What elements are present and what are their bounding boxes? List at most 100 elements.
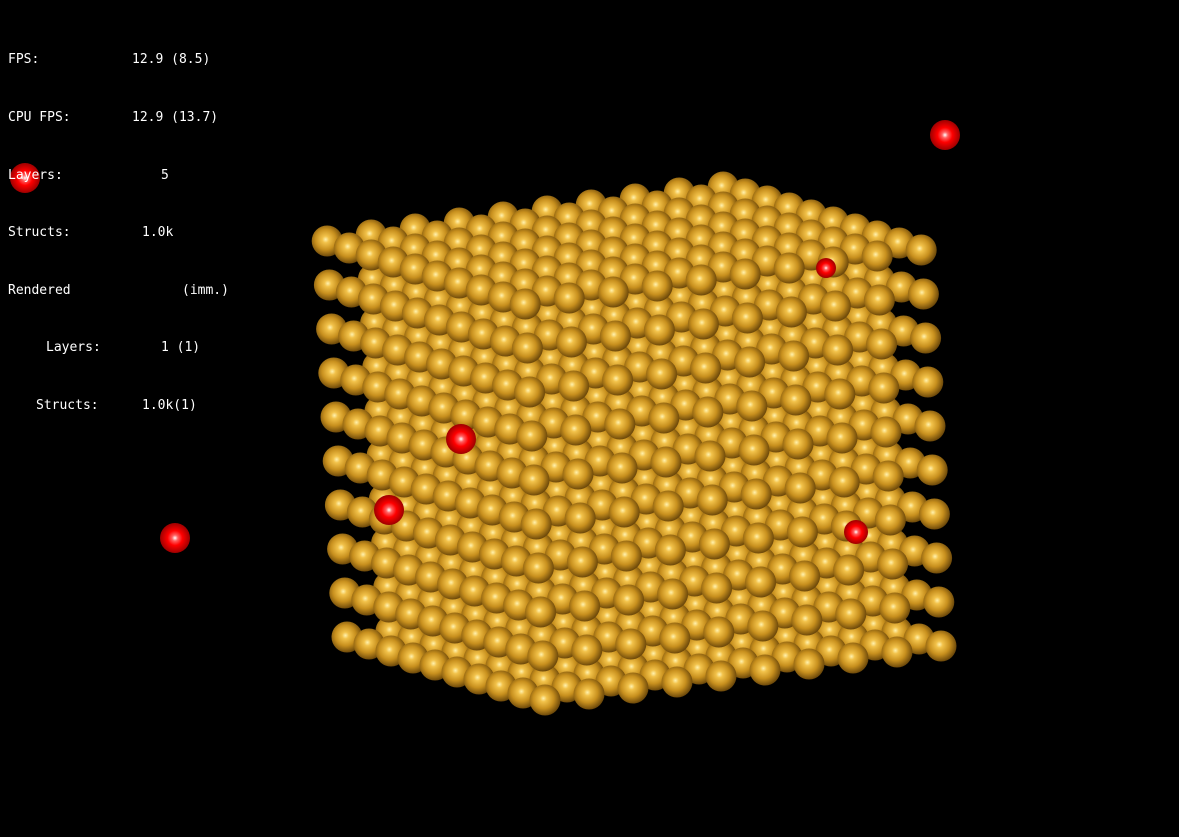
stat-value: 1.0k xyxy=(142,225,174,241)
gold-atom xyxy=(571,634,603,666)
gold-atom xyxy=(731,302,763,334)
stat-value: 5 xyxy=(161,167,169,183)
red-atom-group xyxy=(10,120,960,553)
gold-atom xyxy=(650,446,682,478)
gold-atom xyxy=(780,384,812,416)
gold-atom xyxy=(560,414,592,446)
gold-atom xyxy=(514,376,546,408)
red-atom xyxy=(160,523,190,553)
gold-atom xyxy=(566,546,598,578)
gold-atom xyxy=(925,630,957,662)
gold-atom xyxy=(654,534,686,566)
gold-atom xyxy=(564,502,596,534)
stat-label: Layers: xyxy=(8,167,63,183)
gold-atom xyxy=(694,440,726,472)
stat-value: 1 (1) xyxy=(161,340,201,356)
stat-value: 12.9 (8.5) xyxy=(132,52,211,68)
gold-atom xyxy=(916,454,948,486)
gold-atom xyxy=(657,578,689,610)
gold-atom xyxy=(687,308,719,340)
gold-atom xyxy=(643,314,675,346)
gold-atom xyxy=(868,372,900,404)
gold-atom xyxy=(877,548,909,580)
gold-atom xyxy=(826,422,858,454)
gold-atom xyxy=(870,416,902,448)
gold-atom xyxy=(608,496,640,528)
gold-atom xyxy=(518,464,550,496)
gold-atom xyxy=(729,258,761,290)
gold-atom xyxy=(696,484,728,516)
gold-atom xyxy=(527,640,559,672)
gold-atom xyxy=(602,364,634,396)
gold-atom xyxy=(833,554,865,586)
gold-atom xyxy=(641,270,673,302)
red-atom xyxy=(374,495,404,525)
stat-row-rendered-layers: Layers: 1 (1) xyxy=(8,338,248,357)
gold-atom xyxy=(822,334,854,366)
gold-atom xyxy=(659,622,691,654)
gold-atom xyxy=(610,540,642,572)
gold-atom xyxy=(522,552,554,584)
stat-row-rendered-structs: Structs: 1.0k(1) xyxy=(8,396,248,415)
gold-atom xyxy=(773,252,805,284)
stat-row-structs: Structs: 1.0k xyxy=(8,223,248,242)
gold-atom xyxy=(863,284,895,316)
gold-atom xyxy=(652,490,684,522)
red-atom xyxy=(930,120,960,150)
gold-atom xyxy=(520,508,552,540)
stat-value: (imm.) xyxy=(182,282,229,298)
gold-atom xyxy=(698,528,730,560)
gold-atom xyxy=(921,542,953,574)
gold-atom xyxy=(525,596,557,628)
gold-atom xyxy=(736,390,768,422)
gold-atom xyxy=(615,628,647,660)
stat-row-layers: Layers: 5 xyxy=(8,166,248,185)
gold-atom xyxy=(740,478,772,510)
gold-atom xyxy=(782,428,814,460)
gold-atom xyxy=(705,660,737,692)
gold-atom xyxy=(604,408,636,440)
gold-atom xyxy=(910,322,942,354)
gold-atom xyxy=(789,560,821,592)
gold-atom xyxy=(516,420,548,452)
gold-atom xyxy=(837,642,869,674)
stat-row-rendered: Rendered (imm.) xyxy=(8,281,248,300)
stat-row-cpu-fps: CPU FPS: 12.9 (13.7) xyxy=(8,108,248,127)
stat-label: FPS: xyxy=(8,52,40,68)
gold-atom xyxy=(866,328,898,360)
gold-atom xyxy=(861,240,893,272)
gold-atom xyxy=(646,358,678,390)
gold-atom xyxy=(775,296,807,328)
stat-value: 12.9 (13.7) xyxy=(132,110,219,125)
gold-atom xyxy=(786,516,818,548)
gold-atom xyxy=(529,684,561,716)
gold-atom xyxy=(553,282,585,314)
gold-atom xyxy=(606,452,638,484)
gold-atom xyxy=(791,604,823,636)
gold-atom xyxy=(734,346,766,378)
gold-atom xyxy=(599,320,631,352)
gold-atom xyxy=(778,340,810,372)
gold-atom xyxy=(597,276,629,308)
gold-atom xyxy=(685,264,717,296)
stat-label: Rendered xyxy=(8,282,71,298)
gold-atom xyxy=(555,326,587,358)
gold-atom xyxy=(835,598,867,630)
gold-atom xyxy=(793,648,825,680)
gold-atom xyxy=(819,290,851,322)
gold-atom-cluster xyxy=(311,171,957,716)
gold-atom xyxy=(703,616,735,648)
stat-label: Structs: xyxy=(36,397,99,413)
gold-atom xyxy=(558,370,590,402)
gold-atom xyxy=(745,566,777,598)
gold-atom xyxy=(874,504,906,536)
gold-atom xyxy=(747,610,779,642)
gold-atom xyxy=(648,402,680,434)
gold-atom xyxy=(509,288,541,320)
gold-atom xyxy=(701,572,733,604)
gold-atom xyxy=(914,410,946,442)
gold-atom xyxy=(872,460,904,492)
gold-atom xyxy=(918,498,950,530)
